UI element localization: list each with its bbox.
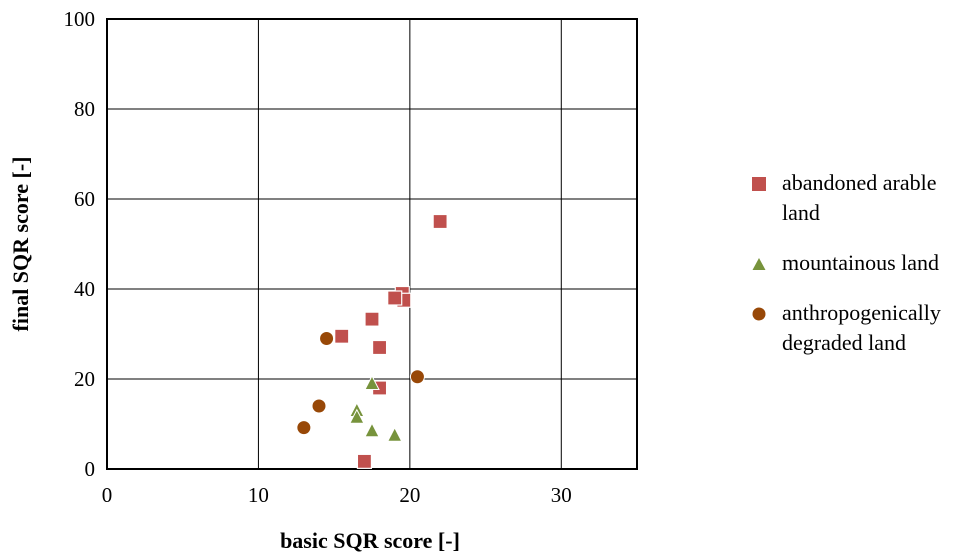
circle-marker-icon [752, 307, 766, 321]
square-marker-icon [752, 177, 766, 191]
data-points [296, 213, 448, 469]
triangle-marker-icon [752, 258, 766, 270]
x-tick-label: 30 [551, 483, 572, 507]
x-tick-label: 20 [399, 483, 420, 507]
circle-data-point [409, 369, 425, 385]
legend-label: anthropogenically degraded land [782, 300, 941, 355]
x-tick-labels: 0 10 20 30 [102, 483, 572, 507]
circle-data-point [296, 420, 312, 436]
circle-data-point [311, 398, 327, 414]
grid-lines [107, 19, 637, 469]
triangle-data-point [364, 422, 380, 438]
y-axis-title: final SQR score [-] [8, 157, 33, 332]
circle-data-point [319, 331, 335, 346]
triangle-data-point [349, 408, 365, 424]
x-axis-title: basic SQR score [-] [280, 528, 460, 553]
y-tick-label: 20 [74, 367, 95, 391]
square-data-point [371, 339, 388, 356]
legend-item-abandoned-arable-land: abandoned arable land [748, 168, 968, 228]
triangle-data-point [364, 374, 380, 390]
y-tick-label: 60 [74, 187, 95, 211]
legend-item-mountainous-land: mountainous land [748, 248, 968, 278]
legend: abandoned arable land mountainous land a… [748, 168, 968, 358]
y-tick-label: 0 [85, 457, 96, 481]
y-tick-label: 80 [74, 97, 95, 121]
legend-item-anthropogenically-degraded-land: anthropogenically degraded land [748, 298, 968, 358]
plot-area-frame [106, 18, 638, 470]
y-tick-labels: 0 20 40 60 80 100 [64, 7, 96, 481]
square-data-point [356, 453, 373, 469]
x-tick-label: 10 [248, 483, 269, 507]
square-data-point [334, 328, 350, 344]
legend-label: abandoned arable land [782, 170, 937, 225]
y-tick-label: 40 [74, 277, 95, 301]
triangle-data-point [386, 426, 403, 442]
square-data-point [432, 213, 448, 230]
square-data-point [364, 311, 380, 327]
x-tick-label: 0 [102, 483, 113, 507]
legend-label: mountainous land [782, 250, 940, 275]
square-data-point [387, 290, 403, 306]
y-tick-label: 100 [64, 7, 96, 31]
